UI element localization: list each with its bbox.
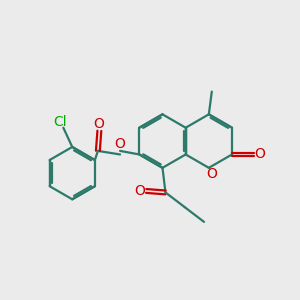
Text: O: O: [254, 148, 265, 161]
Text: Cl: Cl: [53, 116, 67, 129]
Text: O: O: [134, 184, 145, 198]
Text: O: O: [93, 117, 104, 131]
Text: O: O: [206, 167, 217, 182]
Text: O: O: [115, 137, 125, 152]
